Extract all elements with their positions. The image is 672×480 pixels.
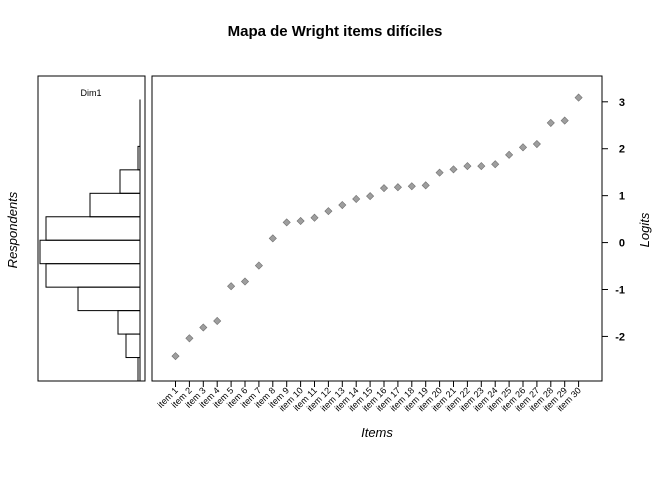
item-point-16 — [379, 184, 389, 193]
histogram-bar — [137, 145, 141, 171]
logits-axis-label: Logits — [637, 212, 652, 247]
item-point-8 — [268, 234, 277, 243]
item-point-3 — [199, 323, 208, 332]
y-tick-label: -1 — [615, 285, 625, 297]
item-point-25 — [505, 150, 514, 159]
items-panel-frame — [151, 75, 603, 382]
item-point-28 — [546, 118, 555, 127]
y-tick-label: 3 — [619, 97, 625, 109]
histogram-bar — [45, 263, 141, 288]
histogram-bar — [137, 357, 141, 382]
y-tick-label: -2 — [615, 331, 625, 343]
respondents-axis-label: Respondents — [5, 191, 20, 268]
histogram-bar — [39, 239, 141, 265]
item-point-10 — [296, 216, 305, 226]
item-point-11 — [310, 213, 319, 222]
y-tick-label: 2 — [619, 144, 625, 156]
items-axis-label: Items — [361, 425, 393, 440]
item-point-9 — [282, 218, 291, 227]
respondents-histogram — [39, 99, 141, 382]
item-point-23 — [477, 162, 486, 171]
item-point-29 — [560, 116, 569, 125]
item-point-15 — [366, 192, 375, 201]
histogram-bar — [119, 169, 141, 194]
item-point-1 — [171, 352, 180, 361]
item-point-26 — [518, 143, 528, 152]
y-tick-label: 0 — [619, 238, 625, 250]
histogram-bar — [125, 333, 141, 359]
item-point-12 — [324, 207, 333, 216]
item-point-21 — [449, 165, 458, 174]
item-point-19 — [421, 181, 430, 190]
panel-label-dim1: Dim1 — [80, 88, 101, 98]
item-point-14 — [352, 194, 361, 203]
chart-title: Mapa de Wright items difíciles — [228, 23, 443, 40]
histogram-bar — [45, 216, 141, 241]
y-tick-label: 1 — [619, 191, 625, 203]
item-point-18 — [407, 182, 416, 191]
item-point-20 — [435, 168, 444, 177]
respondents-panel-frame — [37, 75, 146, 382]
histogram-bar — [89, 192, 141, 218]
item-point-5 — [227, 282, 236, 291]
item-point-6 — [240, 277, 250, 286]
item-point-22 — [463, 162, 472, 171]
item-point-30 — [574, 93, 583, 102]
histogram-bar — [117, 310, 141, 335]
item-point-4 — [213, 316, 222, 325]
item-point-13 — [338, 201, 347, 210]
item-point-2 — [185, 334, 194, 343]
item-point-7 — [254, 261, 263, 270]
histogram-bar — [77, 286, 141, 312]
item-point-17 — [393, 183, 402, 192]
logits-axis: -2 -1 0 1 2 3 — [602, 97, 625, 343]
item-point-24 — [491, 160, 500, 169]
item-points — [171, 93, 583, 361]
item-point-27 — [532, 140, 541, 149]
